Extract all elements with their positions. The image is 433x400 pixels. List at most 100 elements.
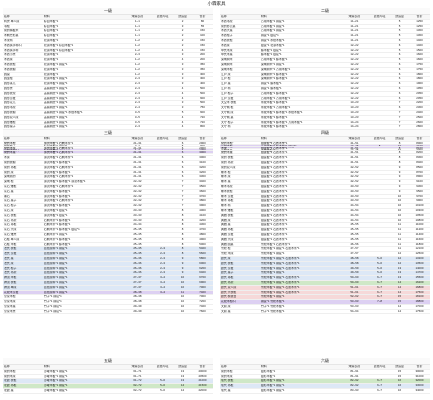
- table-header: 名称 材料 烤焦农药 蓝色印花 舒适度 售价: [220, 365, 430, 370]
- column-header: 售价: [408, 365, 430, 370]
- column-header: 材料: [259, 365, 340, 370]
- table-cell: 橡木书架: [220, 184, 260, 190]
- table-cell: 1400: [408, 43, 430, 49]
- table-cell: 2200: [408, 100, 430, 107]
- column-header: 舒适度: [390, 15, 409, 20]
- table-cell: 1600: [408, 57, 430, 63]
- table-cell: [152, 146, 174, 152]
- table-cell: 22~32: [122, 194, 153, 200]
- table-cell: 北漂木板*1: [42, 38, 123, 44]
- table-cell: 29~39: [122, 309, 153, 315]
- table-cell: 好白木板*1: [42, 33, 123, 39]
- table-row: 圆桌 北漂木板*1 1~2 3 300: [3, 72, 213, 78]
- table-cell: 简约衣橱: [3, 160, 43, 166]
- table-cell: 11: [390, 242, 409, 248]
- table-cell: 5~6: [369, 270, 391, 277]
- table-cell: 6: [390, 52, 409, 59]
- table-cell: 1~1: [122, 19, 153, 25]
- table-cell: 好白木板*1: [42, 28, 123, 35]
- table-cell: 典雅 书柜: [220, 227, 260, 233]
- table-cell: 中式木桌: [220, 52, 260, 59]
- table-cell: 石制木条*1 藤木板*1: [42, 237, 123, 243]
- table-cell: 28~38: [122, 294, 153, 301]
- table-cell: 橡木 吊柜: [220, 198, 260, 205]
- table-row: 简约 衣柜 铂锭板*1 石质木条*1 41~51 8 8300: [220, 155, 430, 161]
- table-cell: 26~36: [122, 256, 153, 262]
- table-cell: 4: [173, 91, 192, 97]
- table-cell: 5800: [191, 256, 213, 262]
- table-cell: 9: [390, 179, 409, 185]
- table-cell: [152, 170, 174, 176]
- table-cell: 蓝色染料*1 铜锭*1: [42, 275, 123, 281]
- table-row: 鬼域木柜 鬼域树木*1 万用木板*1 12~22 6 1750: [220, 67, 430, 73]
- table-cell: [152, 242, 174, 248]
- table-cell: [152, 91, 174, 97]
- table-cell: 圆形桌子: [3, 124, 43, 131]
- table-cell: [369, 38, 391, 44]
- table-row: 木质衣橱 北漂木板*1 1~2 3 350: [3, 67, 213, 73]
- table-cell: 42~52: [339, 165, 370, 171]
- table-cell: 2: [173, 19, 192, 25]
- table-cell: 2: [173, 33, 192, 39]
- table-cell: 3: [173, 100, 192, 107]
- table-cell: 1~2: [122, 67, 153, 73]
- table-cell: 25~35: [122, 237, 153, 243]
- table-cell: 2~3: [152, 266, 174, 272]
- table-cell: 10: [173, 294, 192, 301]
- table-cell: [369, 232, 391, 238]
- table-cell: 天守 柜子: [220, 120, 260, 126]
- table-cell: 6: [173, 155, 192, 161]
- table-cell: 5~6: [369, 261, 391, 267]
- table-cell: 鬼域树木*1 铜锭*1: [259, 62, 340, 68]
- table-cell: 13: [390, 270, 409, 277]
- table-cell: 铂锭板*1 石质木条*1: [259, 189, 340, 195]
- table-cell: 9: [390, 170, 409, 176]
- table-cell: 43~53: [339, 194, 370, 200]
- table-cell: [369, 222, 391, 229]
- table-cell: 2~3: [152, 246, 174, 253]
- table-cell: 44~54: [339, 213, 370, 219]
- table-cell: 45~55: [339, 227, 370, 233]
- table-cell: 鬼域树木: [220, 57, 260, 63]
- table-cell: 木质衣橱: [3, 67, 43, 73]
- table-row: 北欧 桌沙曜木板*1 钢锭*1 62~72 5~6 14 22000: [3, 388, 213, 394]
- table-cell: 圆形双人床: [3, 115, 43, 121]
- table-cell: 13: [173, 369, 192, 375]
- table-cell: 2~3: [152, 261, 174, 267]
- table-cell: 46~56: [339, 242, 370, 248]
- table-cell: 2800: [408, 124, 430, 131]
- table-cell: 竹子*1 铜锭*1: [42, 299, 123, 305]
- table-cell: 350: [191, 67, 213, 73]
- table-cell: [152, 304, 174, 310]
- table-cell: 6: [390, 91, 409, 97]
- table-cell: 7: [173, 189, 192, 195]
- table-cell: 21~31: [122, 155, 153, 161]
- table-cell: 雪松木板*1 钢锭*1 石质木条*1: [259, 275, 340, 281]
- table-cell: 49~59: [339, 266, 370, 272]
- table-cell: 3: [173, 67, 192, 73]
- table-cell: 8: [390, 141, 409, 147]
- table-cell: 铂锭板*1 石质木条*1: [259, 213, 340, 219]
- table-cell: [369, 19, 391, 25]
- table-cell: 简约木柜: [220, 369, 260, 375]
- table-cell: 5~6: [152, 388, 174, 394]
- table-row: 灰石 衣柜 漂流木板*1 银锭*1 23~33 8 4100: [3, 213, 213, 219]
- table-cell: 6~7: [369, 285, 391, 291]
- table-row: 天守 椅水纹木板*1 藤木板*1 14~24 7 2800: [220, 124, 430, 131]
- table-cell: 6: [390, 43, 409, 49]
- table-cell: 27~37: [122, 280, 153, 286]
- table-cell: 800: [191, 124, 213, 131]
- table-cell: 44~54: [339, 208, 370, 214]
- table-cell: 3900: [191, 203, 213, 209]
- table-cell: 木床: [3, 155, 43, 161]
- table-cell: 45~55: [339, 232, 370, 238]
- table-row: 法式 桌蓝色染料*1 钢锭*1 26~36 2~3 9 5800: [3, 256, 213, 262]
- table-cell: 23~33: [122, 208, 153, 214]
- column-header: 材料: [259, 15, 340, 20]
- table-cell: 81~91: [339, 374, 370, 380]
- table-cell: 2~3: [152, 256, 174, 262]
- column-header: 名称: [220, 15, 260, 20]
- table-cell: 1600: [408, 52, 430, 59]
- table-cell: 2~3: [122, 96, 153, 102]
- table-cell: 5: [390, 28, 409, 35]
